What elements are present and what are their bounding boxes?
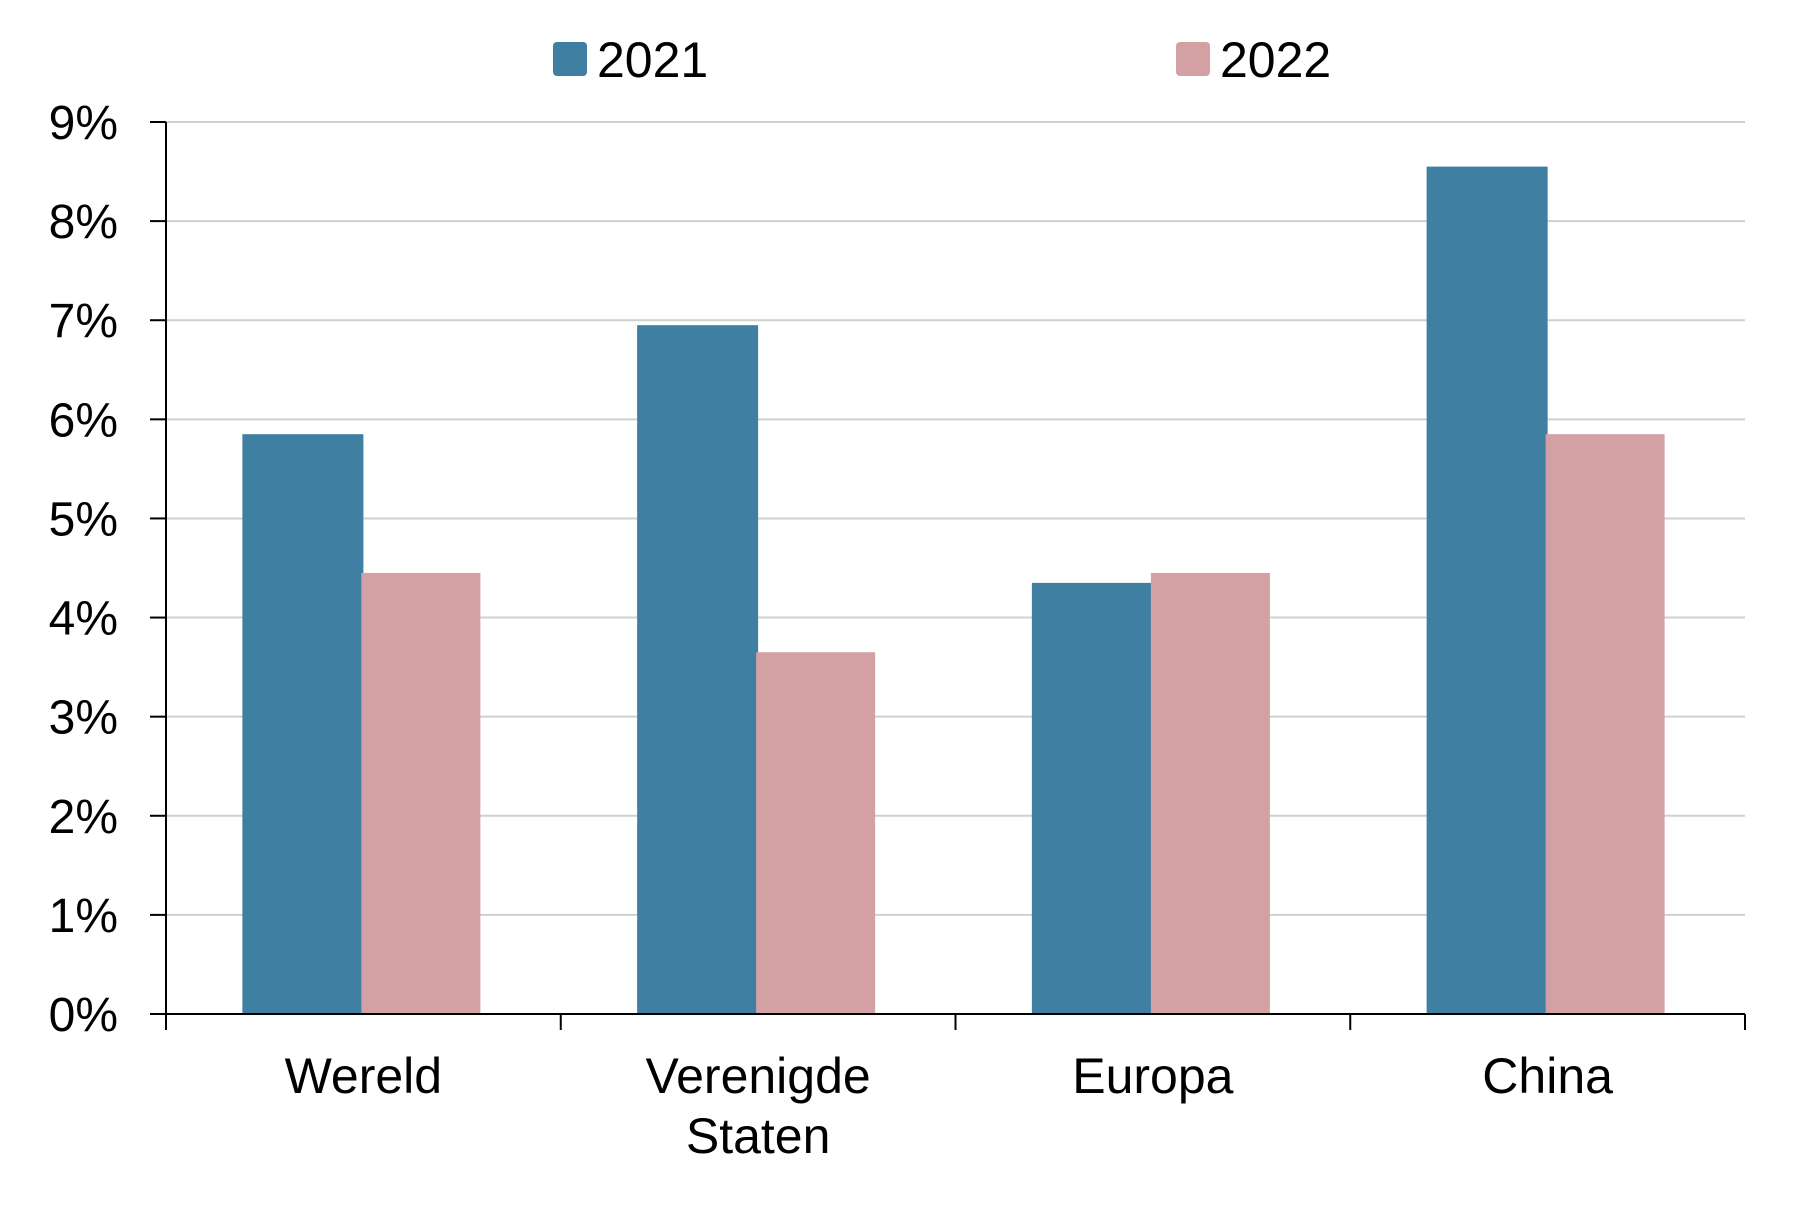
bar-2022: [756, 652, 876, 1014]
y-tick-label: 0%: [49, 989, 118, 1042]
bar-2021: [242, 434, 364, 1014]
legend: 2021 2022: [553, 32, 1331, 88]
y-tick-label: 8%: [49, 196, 118, 249]
y-tick-label: 1%: [49, 890, 118, 943]
legend-item-2022: 2022: [1176, 32, 1331, 88]
bars: [242, 166, 1665, 1015]
bar-2021: [637, 325, 759, 1015]
bar-2021: [1031, 582, 1153, 1014]
y-tick-label: 3%: [49, 692, 118, 745]
legend-label: 2022: [1220, 32, 1331, 88]
x-category-label: Verenigde Staten: [646, 1048, 871, 1164]
labels: 0% 1% 2% 3% 4% 5% 6% 7% 8% 9% Wereld Verenigde State…: [49, 97, 1614, 1164]
y-tick-label: 5%: [49, 493, 118, 546]
axes: [150, 121, 1746, 1030]
bar-2022: [1150, 572, 1270, 1014]
legend-swatch: [1176, 42, 1210, 76]
x-category-label: China: [1482, 1048, 1613, 1104]
legend-swatch: [553, 42, 587, 76]
legend-item-2021: 2021: [553, 32, 708, 88]
y-tick-label: 2%: [49, 791, 118, 844]
bar-2022: [361, 572, 481, 1014]
y-tick-label: 9%: [49, 97, 118, 150]
x-category-label: Wereld: [285, 1048, 442, 1104]
y-tick-label: 4%: [49, 593, 118, 646]
y-tick-label: 7%: [49, 295, 118, 348]
y-tick-label: 6%: [49, 394, 118, 447]
legend-label: 2021: [597, 32, 708, 88]
bar-2022: [1545, 434, 1665, 1014]
x-category-label: Europa: [1072, 1048, 1233, 1104]
bar-2021: [1426, 166, 1548, 1015]
